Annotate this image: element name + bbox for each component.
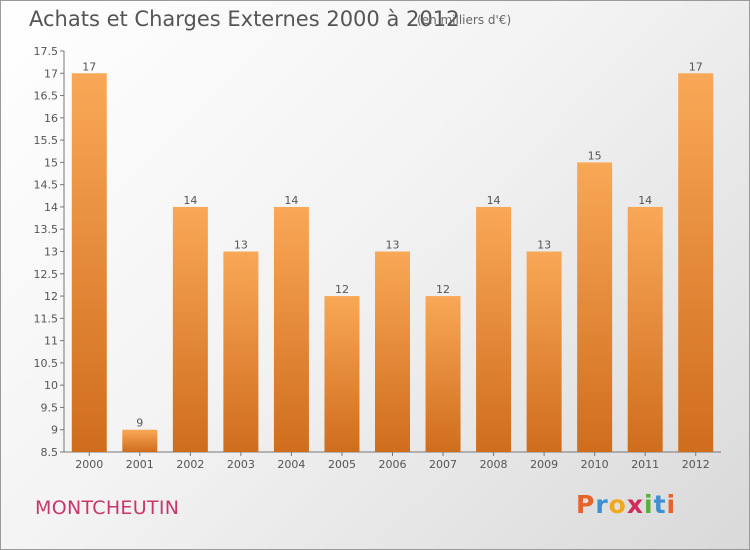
- x-tick-label-2003: 2003: [227, 458, 255, 471]
- logo-letter: o: [608, 490, 627, 519]
- data-label-2006: 13: [386, 239, 400, 252]
- bar-2003: [223, 251, 259, 452]
- logo-letter: t: [653, 490, 667, 519]
- x-tick-label-2002: 2002: [176, 458, 204, 471]
- x-tick-label-2008: 2008: [480, 458, 508, 471]
- x-tick-label-2007: 2007: [429, 458, 457, 471]
- proxiti-logo: Proxiti: [576, 490, 676, 519]
- bar-2006: [375, 251, 410, 452]
- x-tick-label-2011: 2011: [631, 458, 659, 471]
- data-label-2001: 9: [136, 417, 143, 430]
- data-label-2005: 12: [335, 283, 349, 296]
- y-tick-label: 13: [44, 246, 58, 259]
- y-tick-label: 10.5: [34, 357, 59, 370]
- logo-letter: P: [576, 490, 596, 519]
- bar-2007: [425, 296, 461, 452]
- x-tick-label-2006: 2006: [379, 458, 407, 471]
- y-tick-label: 16.5: [34, 90, 59, 103]
- y-tick-label: 11.5: [34, 312, 59, 325]
- data-label-2002: 14: [183, 194, 197, 207]
- y-tick-label: 13.5: [34, 223, 59, 236]
- x-tick-label-2000: 2000: [75, 458, 103, 471]
- y-tick-label: 12.5: [34, 268, 59, 281]
- bar-2001: [122, 429, 158, 452]
- y-tick-label: 12: [44, 290, 58, 303]
- x-tick-label-2012: 2012: [682, 458, 710, 471]
- y-tick-label: 9: [51, 424, 58, 437]
- commune-name: MONTCHEUTIN: [35, 497, 180, 519]
- y-tick-label: 14: [44, 201, 58, 214]
- bar-2009: [526, 251, 562, 452]
- y-tick-label: 17.5: [34, 45, 59, 58]
- bar-2004: [273, 206, 309, 452]
- y-tick-label: 16: [44, 112, 58, 125]
- chart-subtitle: (en milliers d'€): [417, 13, 512, 27]
- y-tick-label: 14.5: [34, 179, 59, 192]
- data-label-2007: 12: [436, 283, 450, 296]
- bar-2005: [324, 296, 360, 452]
- x-tick-label-2005: 2005: [328, 458, 356, 471]
- logo-letter: r: [595, 490, 609, 519]
- y-tick-label: 10: [44, 379, 58, 392]
- x-tick-label-2009: 2009: [530, 458, 558, 471]
- logo-letter: x: [626, 490, 644, 519]
- data-label-2003: 13: [234, 239, 248, 252]
- y-tick-label: 11: [44, 335, 58, 348]
- data-label-2009: 13: [537, 239, 551, 252]
- data-label-2012: 17: [689, 60, 703, 73]
- data-label-2004: 14: [284, 194, 298, 207]
- data-label-2000: 17: [82, 60, 96, 73]
- bar-2000: [71, 73, 107, 453]
- y-tick-label: 15: [44, 156, 58, 169]
- bar-2010: [577, 162, 613, 452]
- y-tick-label: 15.5: [34, 134, 59, 147]
- y-tick-label: 8.5: [41, 446, 59, 459]
- logo-letter: i: [666, 490, 677, 519]
- bar-2012: [678, 73, 714, 453]
- chart-title: Achats et Charges Externes 2000 à 2012: [29, 7, 460, 31]
- x-tick-label-2010: 2010: [581, 458, 609, 471]
- data-label-2010: 15: [588, 149, 602, 162]
- data-label-2008: 14: [487, 194, 501, 207]
- y-tick-label: 17: [44, 67, 58, 80]
- logo-letter: i: [644, 490, 654, 519]
- y-tick-label: 9.5: [41, 401, 59, 414]
- data-label-2011: 14: [638, 194, 652, 207]
- bar-2011: [627, 206, 663, 452]
- x-tick-label-2004: 2004: [277, 458, 305, 471]
- bar-2002: [172, 206, 208, 452]
- x-tick-label-2001: 2001: [126, 458, 154, 471]
- bar-2008: [476, 206, 512, 452]
